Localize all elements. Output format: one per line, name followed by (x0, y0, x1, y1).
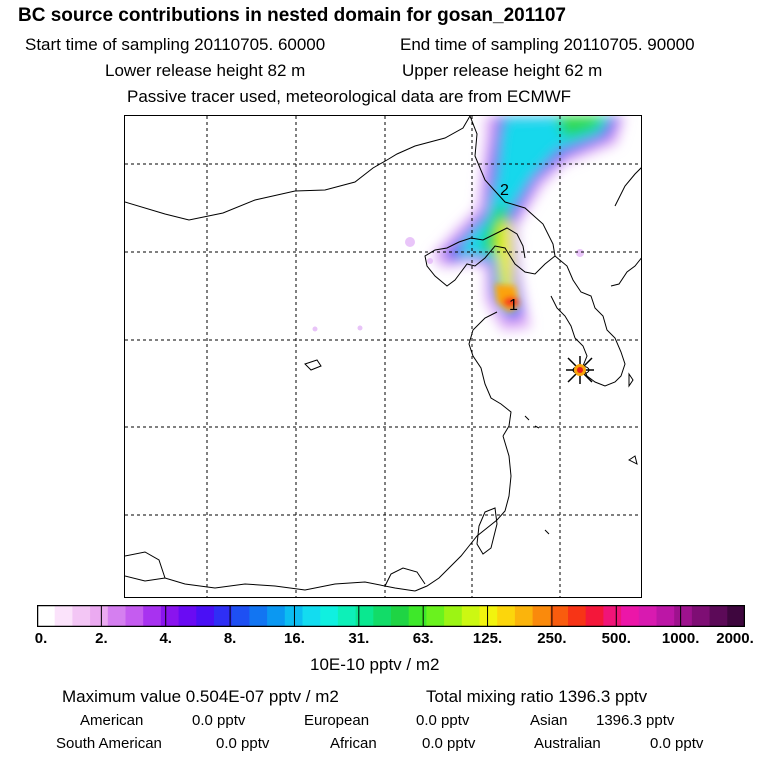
colorbar-tick-label: 2000. (716, 630, 754, 647)
receptor-star-icon (566, 356, 594, 384)
colorbar-swatch (656, 605, 675, 627)
colorbar-tick-label: 63. (412, 630, 434, 647)
asian-value: 1396.3 pptv (596, 712, 675, 729)
colorbar-tick-label: 4. (159, 630, 172, 647)
european-value: 0.0 pptv (416, 712, 470, 729)
colorbar-swatch (143, 605, 162, 627)
colorbar-tick-label: 250. (537, 630, 567, 647)
colorbar-tick-label: 125. (472, 630, 503, 647)
colorbar-swatch (72, 605, 91, 627)
upper-height-label: Upper release height 62 m (402, 61, 603, 80)
colorbar (37, 605, 745, 627)
american-label: American (80, 712, 144, 729)
colorbar-swatch (54, 605, 73, 627)
colorbar-swatch (178, 605, 197, 627)
plume-core (495, 284, 519, 312)
page-title: BC source contributions in nested domain… (18, 5, 566, 26)
colorbar-swatch (284, 605, 303, 627)
max-value-label: Maximum value 0.504E-07 pptv / m2 (62, 687, 339, 706)
colorbar-tick-label: 500. (601, 630, 631, 647)
end-time-label: End time of sampling 20110705. 90000 (400, 35, 695, 54)
colorbar-swatch (568, 605, 587, 627)
australian-value: 0.0 pptv (650, 735, 704, 752)
colorbar-swatch (727, 605, 745, 627)
colorbar-swatch (444, 605, 463, 627)
colorbar-swatch (391, 605, 410, 627)
colorbar-swatch (532, 605, 551, 627)
colorbar-swatch (638, 605, 657, 627)
asian-label: Asian (530, 712, 568, 729)
start-time-label: Start time of sampling 20110705. 60000 (25, 35, 326, 54)
colorbar-tick-label: 8. (223, 630, 237, 647)
african-label: African (330, 735, 377, 752)
plume-contour-label-2: 2 (500, 182, 509, 199)
colorbar-swatch (408, 605, 427, 627)
plume-specks (312, 237, 584, 332)
colorbar-swatch (196, 605, 215, 627)
colorbar-tick-label: 1000. (661, 630, 700, 647)
south-american-value: 0.0 pptv (216, 735, 270, 752)
plume-concentration (431, 116, 625, 331)
tracer-note: Passive tracer used, meteorological data… (127, 87, 572, 106)
colorbar-swatch (603, 605, 622, 627)
plume-contour-label-1: 1 (509, 297, 518, 314)
colorbar-swatch (320, 605, 339, 627)
colorbar-swatch (302, 605, 321, 627)
colorbar-swatch (214, 605, 233, 627)
colorbar-swatch (514, 605, 534, 627)
colorbar-swatch (497, 605, 516, 627)
total-mixing-label: Total mixing ratio 1396.3 pptv (426, 687, 648, 706)
colorbar-swatch (125, 605, 144, 627)
south-american-label: South American (56, 735, 162, 752)
colorbar-swatch (160, 605, 180, 627)
african-value: 0.0 pptv (422, 735, 476, 752)
european-label: European (304, 712, 370, 729)
colorbar-swatch (585, 605, 604, 627)
colorbar-swatch (461, 605, 480, 627)
colorbar-tick-label: 2. (95, 630, 108, 647)
american-value: 0.0 pptv (192, 712, 246, 729)
colorbar-swatch (709, 605, 728, 627)
colorbar-swatch (426, 605, 445, 627)
colorbar-tick-label: 0. (34, 630, 48, 647)
colorbar-swatch (231, 605, 250, 627)
colorbar-swatch (337, 605, 357, 627)
colorbar-swatch (90, 605, 109, 627)
coastlines (125, 116, 641, 592)
colorbar-swatch (373, 605, 392, 627)
colorbar-swatch (621, 605, 640, 627)
colorbar-swatch (550, 605, 569, 627)
map-panel: 2 1 (124, 115, 642, 598)
colorbar-swatch (249, 605, 268, 627)
colorbar-swatch (37, 605, 56, 627)
colorbar-tick-label: 31. (348, 630, 370, 647)
colorbar-border (37, 605, 745, 627)
colorbar-swatch (267, 605, 286, 627)
colorbar-swatch (479, 605, 498, 627)
map-canvas: 2 1 (125, 116, 641, 597)
colorbar-swatch (355, 605, 374, 627)
colorbar-swatch (691, 605, 711, 627)
colorbar-units: 10E-10 pptv / m2 (310, 655, 440, 674)
lat-lon-grid (125, 116, 641, 597)
colorbar-tick-label: 16. (284, 630, 305, 647)
colorbar-swatch (107, 605, 126, 627)
colorbar-swatch (674, 605, 693, 627)
lower-height-label: Lower release height 82 m (105, 61, 306, 80)
australian-label: Australian (534, 735, 601, 752)
